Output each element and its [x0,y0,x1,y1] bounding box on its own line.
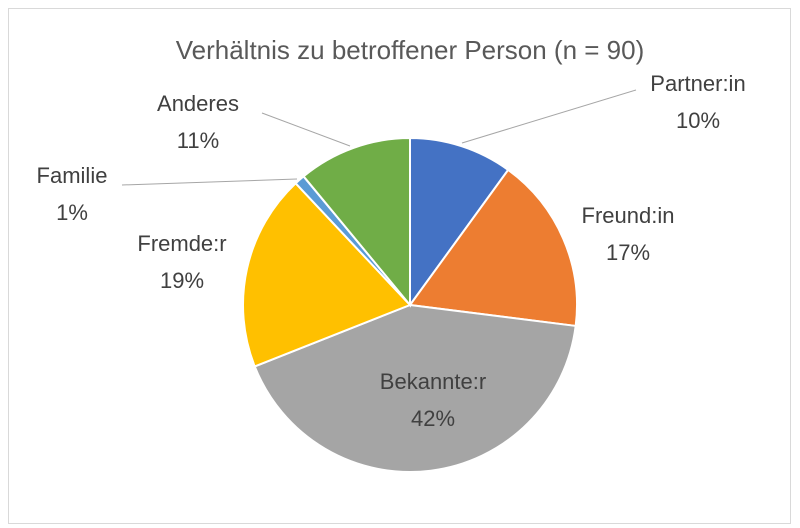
value-label: 17% [606,240,650,265]
leader-line [261,112,351,147]
category-label: Freund:in [582,203,675,228]
value-label: 42% [411,406,455,431]
category-label: Partner:in [650,71,745,96]
value-label: 11% [177,128,219,153]
value-label: 19% [160,268,204,293]
category-label: Anderes [157,91,239,116]
pie [242,136,578,473]
data-labels: Partner:in 10% Freund:in 17% Bekannte:r 42% Fr… [37,71,746,431]
pie-slice [302,136,411,308]
chart-title: Verhältnis zu betroffener Person (n = 90… [176,35,645,65]
category-label: Familie [37,163,108,188]
value-label: 10% [676,108,720,133]
leader-line [121,178,298,186]
category-label: Bekannte:r [380,369,486,394]
category-label: Fremde:r [137,231,226,256]
pie-slice [242,181,412,368]
pie-slice [408,168,578,328]
value-label: 1% [56,200,88,225]
pie-slice [253,303,577,473]
leader-line [461,89,637,144]
pie-slice [409,136,510,309]
